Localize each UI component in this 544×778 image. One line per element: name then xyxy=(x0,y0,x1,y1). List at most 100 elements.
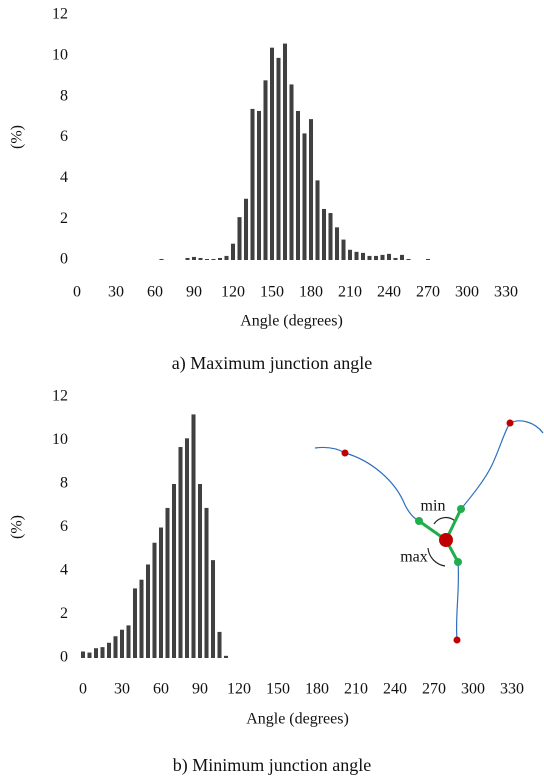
branch xyxy=(445,420,544,541)
y-tick-label: 0 xyxy=(60,251,68,268)
caption: a) Maximum junction angle xyxy=(172,353,372,374)
node xyxy=(457,505,465,513)
x-axis-title: Angle (degrees) xyxy=(240,313,343,330)
bar xyxy=(269,47,275,260)
y-tick-label: 8 xyxy=(60,87,68,104)
y-tick-label: 2 xyxy=(60,605,68,622)
x-tick-label: 330 xyxy=(494,284,518,301)
bar xyxy=(197,484,203,658)
x-tick-label: 300 xyxy=(455,284,479,301)
y-tick-label: 10 xyxy=(52,47,68,64)
bar xyxy=(367,255,372,260)
bar xyxy=(328,213,333,260)
x-tick-label: 330 xyxy=(500,681,524,698)
x-tick-label: 240 xyxy=(377,284,401,301)
x-tick-label: 120 xyxy=(227,681,251,698)
x-tick-label: 150 xyxy=(260,284,284,301)
x-tick-label: 210 xyxy=(344,681,368,698)
bar xyxy=(386,253,392,260)
junction xyxy=(439,533,453,547)
x-tick-label: 60 xyxy=(153,681,169,698)
y-axis-title: (%) xyxy=(9,515,26,539)
branch xyxy=(314,446,447,541)
y-tick-label: 8 xyxy=(60,475,68,492)
node xyxy=(454,558,462,566)
y-tick-label: 6 xyxy=(60,518,68,535)
bar xyxy=(191,414,196,658)
bar xyxy=(145,564,151,658)
bar xyxy=(178,447,183,658)
bar xyxy=(393,257,398,260)
bar xyxy=(237,217,242,260)
angle-arc xyxy=(433,516,456,525)
x-tick-label: 270 xyxy=(422,681,446,698)
bar xyxy=(334,227,340,260)
bar xyxy=(185,257,190,260)
x-tick-label: 0 xyxy=(73,284,81,301)
junction-nodes xyxy=(341,419,514,644)
bar xyxy=(211,258,216,260)
bar xyxy=(87,652,92,658)
bar xyxy=(289,84,294,261)
angle-arc xyxy=(427,547,446,567)
y-tick-label: 12 xyxy=(52,388,68,405)
bar xyxy=(308,119,314,260)
x-tick-label: 240 xyxy=(383,681,407,698)
bar xyxy=(158,527,164,658)
bar xyxy=(93,648,99,658)
bar xyxy=(341,239,346,260)
bar xyxy=(256,110,262,260)
bar xyxy=(373,255,379,260)
bar xyxy=(139,579,144,658)
x-tick-label: 180 xyxy=(305,681,329,698)
x-tick-label: 150 xyxy=(266,681,290,698)
x-tick-label: 300 xyxy=(461,681,485,698)
bar xyxy=(159,258,164,260)
x-axis-title: Angle (degrees) xyxy=(246,711,349,728)
x-tick-label: 30 xyxy=(108,284,124,301)
y-tick-label: 10 xyxy=(52,431,68,448)
y-axis-title: (%) xyxy=(9,125,26,149)
bar xyxy=(152,542,157,658)
bar xyxy=(210,560,216,658)
bar xyxy=(250,108,255,261)
y-tick-label: 0 xyxy=(60,649,68,666)
x-tick-label: 270 xyxy=(416,284,440,301)
bar xyxy=(302,133,307,260)
bar xyxy=(263,80,268,260)
x-tick-label: 180 xyxy=(299,284,323,301)
bar xyxy=(217,631,222,658)
bar xyxy=(230,243,236,260)
bar xyxy=(100,647,105,658)
bar xyxy=(217,257,223,260)
y-tick-label: 4 xyxy=(60,562,68,579)
annotation: max xyxy=(400,549,428,566)
annotation: min xyxy=(421,498,446,515)
x-tick-label: 120 xyxy=(221,284,245,301)
node xyxy=(415,517,423,525)
bar xyxy=(80,651,86,658)
bar xyxy=(321,208,327,260)
y-tick-label: 6 xyxy=(60,128,68,145)
endpoint xyxy=(453,636,461,644)
x-tick-label: 60 xyxy=(147,284,163,301)
bar xyxy=(106,642,112,658)
bar xyxy=(224,255,229,260)
bar xyxy=(380,254,385,260)
bar xyxy=(360,252,366,260)
junction-diagram xyxy=(314,420,544,641)
endpoint xyxy=(341,449,349,457)
bar xyxy=(132,588,138,658)
bar xyxy=(282,43,288,261)
x-tick-label: 90 xyxy=(186,284,202,301)
bar xyxy=(399,254,405,260)
bar xyxy=(119,629,125,658)
bar xyxy=(315,180,320,260)
y-tick-label: 4 xyxy=(60,169,68,186)
bar xyxy=(113,636,118,658)
bar xyxy=(126,625,131,658)
bar xyxy=(165,507,170,658)
bar xyxy=(243,198,249,260)
bar xyxy=(295,110,301,260)
